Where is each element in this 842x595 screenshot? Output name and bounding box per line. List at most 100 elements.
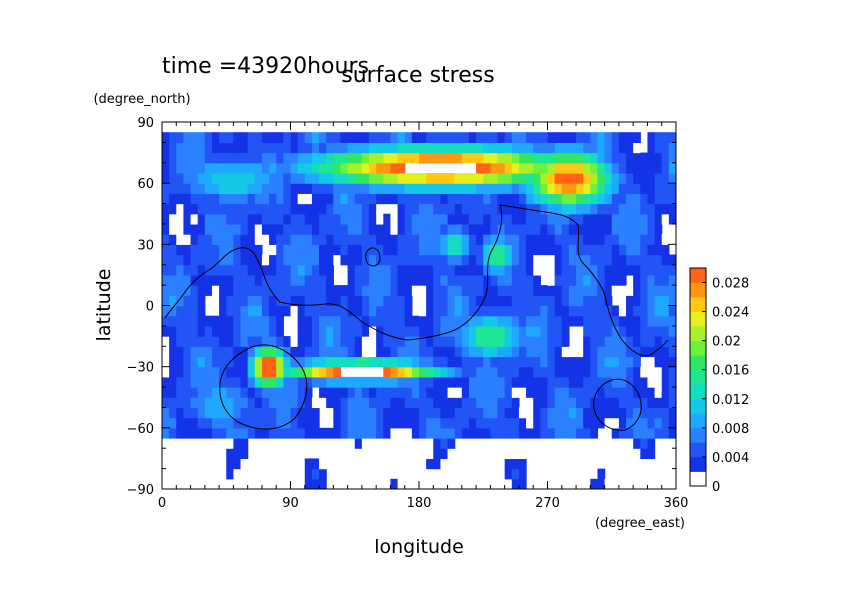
x-tick-label: 90	[282, 496, 299, 511]
heatmap-cell	[576, 407, 584, 419]
heatmap-cell	[511, 336, 520, 347]
heatmap-cell	[618, 142, 627, 154]
heatmap-cell	[204, 152, 213, 164]
heatmap-cell	[340, 132, 349, 143]
heatmap-cell	[347, 274, 356, 286]
heatmap-cell	[633, 132, 641, 143]
heatmap-cell	[633, 285, 641, 296]
heatmap-cell	[226, 315, 234, 327]
heatmap-cell	[347, 213, 356, 225]
heatmap-cell	[561, 152, 570, 164]
heatmap-cell	[254, 264, 263, 276]
heatmap-cell	[190, 427, 199, 439]
heatmap-cell	[511, 213, 520, 225]
heatmap-cell	[219, 376, 227, 388]
heatmap-cell	[547, 356, 556, 368]
heatmap-cell	[369, 193, 377, 205]
heatmap-cell	[176, 295, 185, 307]
heatmap-cell	[204, 407, 213, 419]
heatmap-cell	[547, 172, 556, 184]
heatmap-cell	[483, 223, 491, 235]
heatmap-cell	[626, 346, 634, 358]
heatmap-cell	[590, 162, 599, 174]
heatmap-cell	[183, 346, 192, 358]
heatmap-cell	[440, 366, 449, 378]
heatmap-cell	[340, 356, 349, 368]
heatmap-cell	[311, 305, 320, 317]
heatmap-cell	[554, 376, 563, 388]
heatmap-cell	[240, 132, 249, 143]
heatmap-cell	[561, 346, 570, 358]
heatmap-cell	[169, 254, 177, 266]
heatmap-cell	[319, 244, 327, 256]
heatmap-cell	[247, 183, 256, 194]
heatmap-cell	[397, 346, 406, 358]
heatmap-cell	[526, 162, 534, 174]
heatmap-cell	[197, 152, 206, 164]
heatmap-cell	[504, 448, 513, 460]
heatmap-cell	[183, 234, 192, 245]
heatmap-cell	[447, 223, 456, 235]
heatmap-cell	[247, 376, 256, 388]
coastline-west-coast	[164, 204, 669, 357]
heatmap-cell	[654, 274, 663, 286]
heatmap-cell	[597, 203, 606, 215]
heatmap-cell	[490, 264, 499, 276]
heatmap-cell	[376, 172, 384, 184]
heatmap-cell	[597, 346, 606, 358]
heatmap-cell	[297, 162, 306, 174]
heatmap-cell	[483, 203, 491, 215]
heatmap-cell	[426, 325, 434, 337]
heatmap-cell	[376, 274, 384, 286]
heatmap-cell	[240, 346, 249, 358]
heatmap-cell	[490, 387, 499, 398]
heatmap-cell	[426, 397, 434, 409]
heatmap-cell	[633, 315, 641, 327]
heatmap-cell	[568, 305, 577, 317]
heatmap-cell	[190, 152, 199, 164]
heatmap-cell	[640, 417, 649, 429]
heatmap-cell	[254, 223, 263, 235]
heatmap-cell	[490, 183, 499, 194]
heatmap-cell	[261, 172, 270, 184]
heatmap-cell	[576, 152, 584, 164]
heatmap-cell	[347, 417, 356, 429]
heatmap-cell	[204, 387, 213, 398]
heatmap-cell	[304, 478, 313, 489]
colorbar-tick-label: 0.012	[712, 393, 749, 408]
heatmap-cell	[426, 427, 434, 439]
heatmap-cell	[511, 203, 520, 215]
heatmap-cell	[511, 172, 520, 184]
heatmap-cell	[454, 366, 463, 378]
heatmap-cell	[433, 152, 442, 164]
heatmap-cell	[204, 172, 213, 184]
heatmap-cell	[440, 264, 449, 276]
heatmap-cell	[468, 213, 477, 225]
heatmap-cell	[219, 264, 227, 276]
heatmap-cell	[354, 213, 363, 225]
heatmap-cell	[333, 244, 342, 256]
heatmap-cell	[576, 397, 584, 409]
heatmap-cell	[454, 223, 463, 235]
heatmap-cell	[240, 376, 249, 388]
heatmap-cell	[333, 417, 342, 429]
heatmap-cell	[511, 254, 520, 266]
heatmap-cell	[340, 336, 349, 347]
heatmap-cell	[483, 132, 491, 143]
heatmap-cell	[454, 417, 463, 429]
heatmap-cell	[526, 152, 534, 164]
heatmap-cell	[190, 366, 199, 378]
heatmap-cell	[633, 213, 641, 225]
heatmap-cell	[326, 203, 334, 215]
heatmap-cell	[526, 315, 534, 327]
heatmap-cell	[504, 132, 513, 143]
heatmap-cell	[197, 172, 206, 184]
heatmap-cell	[540, 132, 549, 143]
heatmap-cell	[476, 203, 484, 215]
heatmap-cell	[204, 223, 213, 235]
heatmap-cell	[283, 376, 292, 388]
heatmap-cell	[668, 152, 676, 164]
heatmap-cell	[211, 254, 220, 266]
heatmap-cell	[283, 183, 292, 194]
heatmap-cell	[554, 274, 563, 286]
